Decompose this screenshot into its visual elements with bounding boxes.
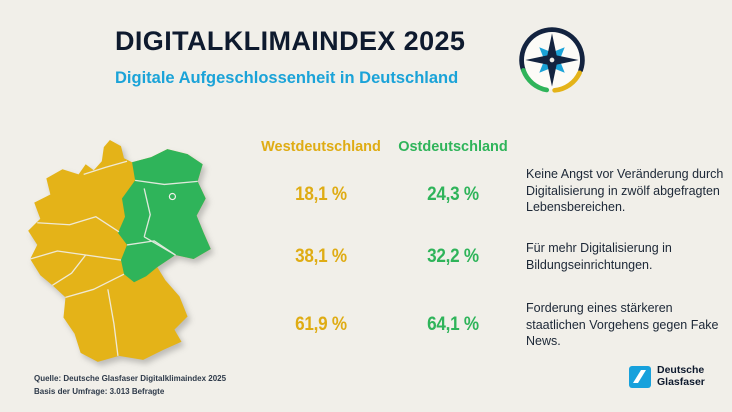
row-description-1: Keine Angst vor Veränderung durch Digita… [526,167,724,214]
column-header-west: Westdeutschland [261,139,381,155]
source-line-2: Basis der Umfrage: 3.013 Befragte [34,387,165,397]
row-description-3: Forderung eines stärkeren staatlichen Vo… [526,301,719,348]
page-title: DIGITALKLIMAINDEX 2025 [115,26,466,56]
page-subtitle: Digitale Aufgeschlossenheit in Deutschla… [115,69,459,87]
value-ost-row2: 32,2 % [427,246,479,267]
compass-logo-icon [514,22,590,98]
value-ost-row1: 24,3 % [427,184,479,205]
brand-name: Deutsche Glasfaser [657,364,705,389]
germany-map-icon [28,140,211,362]
value-west-row2: 38,1 % [295,246,347,267]
brand-line-2: Glasfaser [657,375,705,388]
value-west-row3: 61,9 % [295,314,347,335]
value-ost-row3: 64,1 % [427,314,479,335]
brand-logo: Deutsche Glasfaser [629,364,705,389]
brand-line-1: Deutsche [657,364,705,376]
row-description-2: Für mehr Digitalisierung in Bildungseinr… [526,241,672,272]
source-line-1: Quelle: Deutsche Glasfaser Digitalklimai… [34,374,227,383]
map-state-borders [30,160,198,356]
compass-icon [519,27,585,93]
germany-map [8,136,240,370]
value-west-row1: 18,1 % [295,184,347,205]
source-note: Quelle: Deutsche Glasfaser Digitalklimai… [34,372,226,398]
column-header-ost: Ostdeutschland [398,139,508,155]
deutsche-glasfaser-icon [629,365,651,388]
map-berlin-dot [168,192,177,201]
